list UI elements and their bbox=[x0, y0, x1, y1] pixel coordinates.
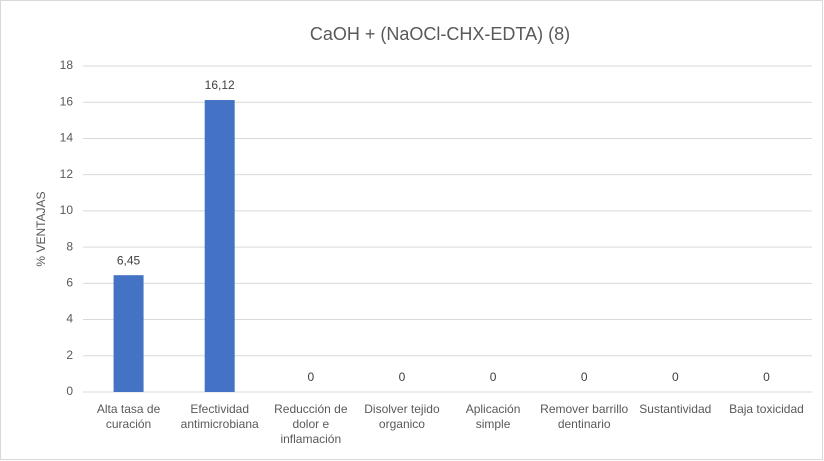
x-tick-label: Baja toxicidad bbox=[729, 402, 804, 416]
y-tick-label: 18 bbox=[60, 58, 74, 72]
x-tick-label: Reducción de dolor e inflamación bbox=[274, 402, 348, 446]
y-tick-label: 14 bbox=[60, 131, 74, 145]
y-tick-label: 10 bbox=[60, 203, 74, 217]
data-label: 0 bbox=[399, 370, 406, 384]
x-tick-label: Sustantividad bbox=[639, 402, 712, 416]
x-tick-label: Efectividad antimicrobiana bbox=[180, 402, 259, 431]
bar bbox=[204, 100, 235, 392]
y-axis-label: % VENTAJAS bbox=[34, 191, 48, 266]
data-label: 0 bbox=[763, 370, 770, 384]
x-tick-label: Aplicación simple bbox=[465, 402, 521, 431]
y-tick-label: 2 bbox=[66, 348, 73, 362]
y-tick-label: 12 bbox=[60, 167, 74, 181]
x-tick-label: Remover barrillo dentinario bbox=[540, 402, 629, 431]
chart-title: CaOH + (NaOCl-CHX-EDTA) (8) bbox=[310, 24, 570, 44]
y-tick-label: 4 bbox=[66, 312, 73, 326]
x-tick-label: Alta tasa de curación bbox=[96, 402, 161, 431]
y-tick-label: 0 bbox=[66, 384, 73, 398]
data-label: 16,12 bbox=[205, 78, 235, 92]
data-label: 0 bbox=[307, 370, 314, 384]
x-tick-label: Disolver tejido organico bbox=[364, 402, 440, 431]
data-label: 0 bbox=[672, 370, 679, 384]
y-tick-label: 8 bbox=[66, 239, 73, 253]
bar bbox=[113, 275, 144, 392]
data-label: 0 bbox=[581, 370, 588, 384]
data-label: 0 bbox=[490, 370, 497, 384]
y-tick-label: 16 bbox=[60, 94, 74, 108]
y-tick-label: 6 bbox=[66, 276, 73, 290]
data-label: 6,45 bbox=[117, 253, 141, 267]
